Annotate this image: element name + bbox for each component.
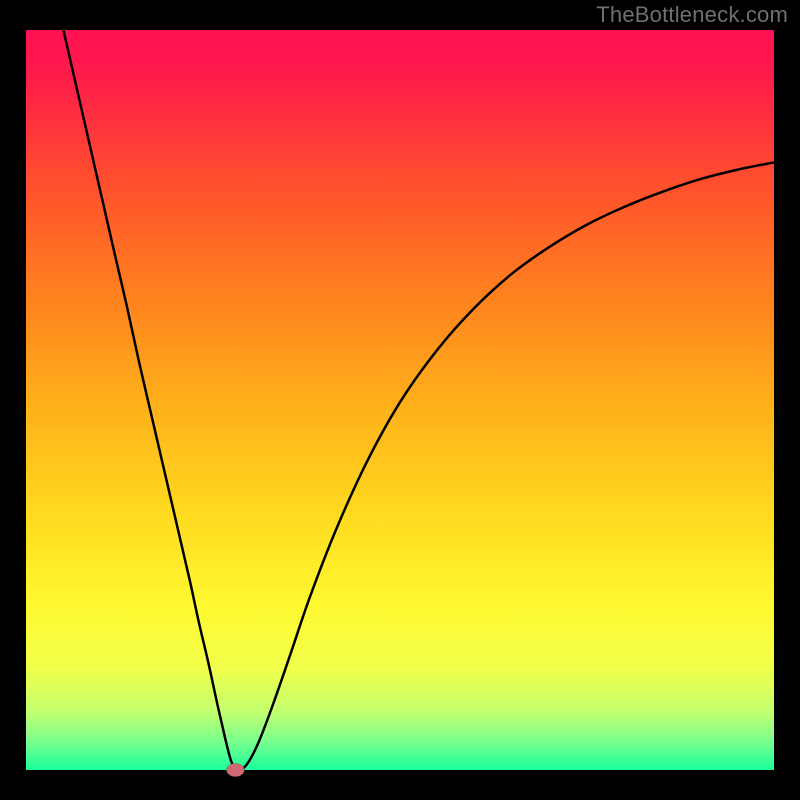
minimum-marker bbox=[226, 763, 244, 776]
chart-container: TheBottleneck.com bbox=[0, 0, 800, 800]
bottleneck-chart bbox=[0, 0, 800, 800]
watermark-label: TheBottleneck.com bbox=[596, 2, 788, 28]
